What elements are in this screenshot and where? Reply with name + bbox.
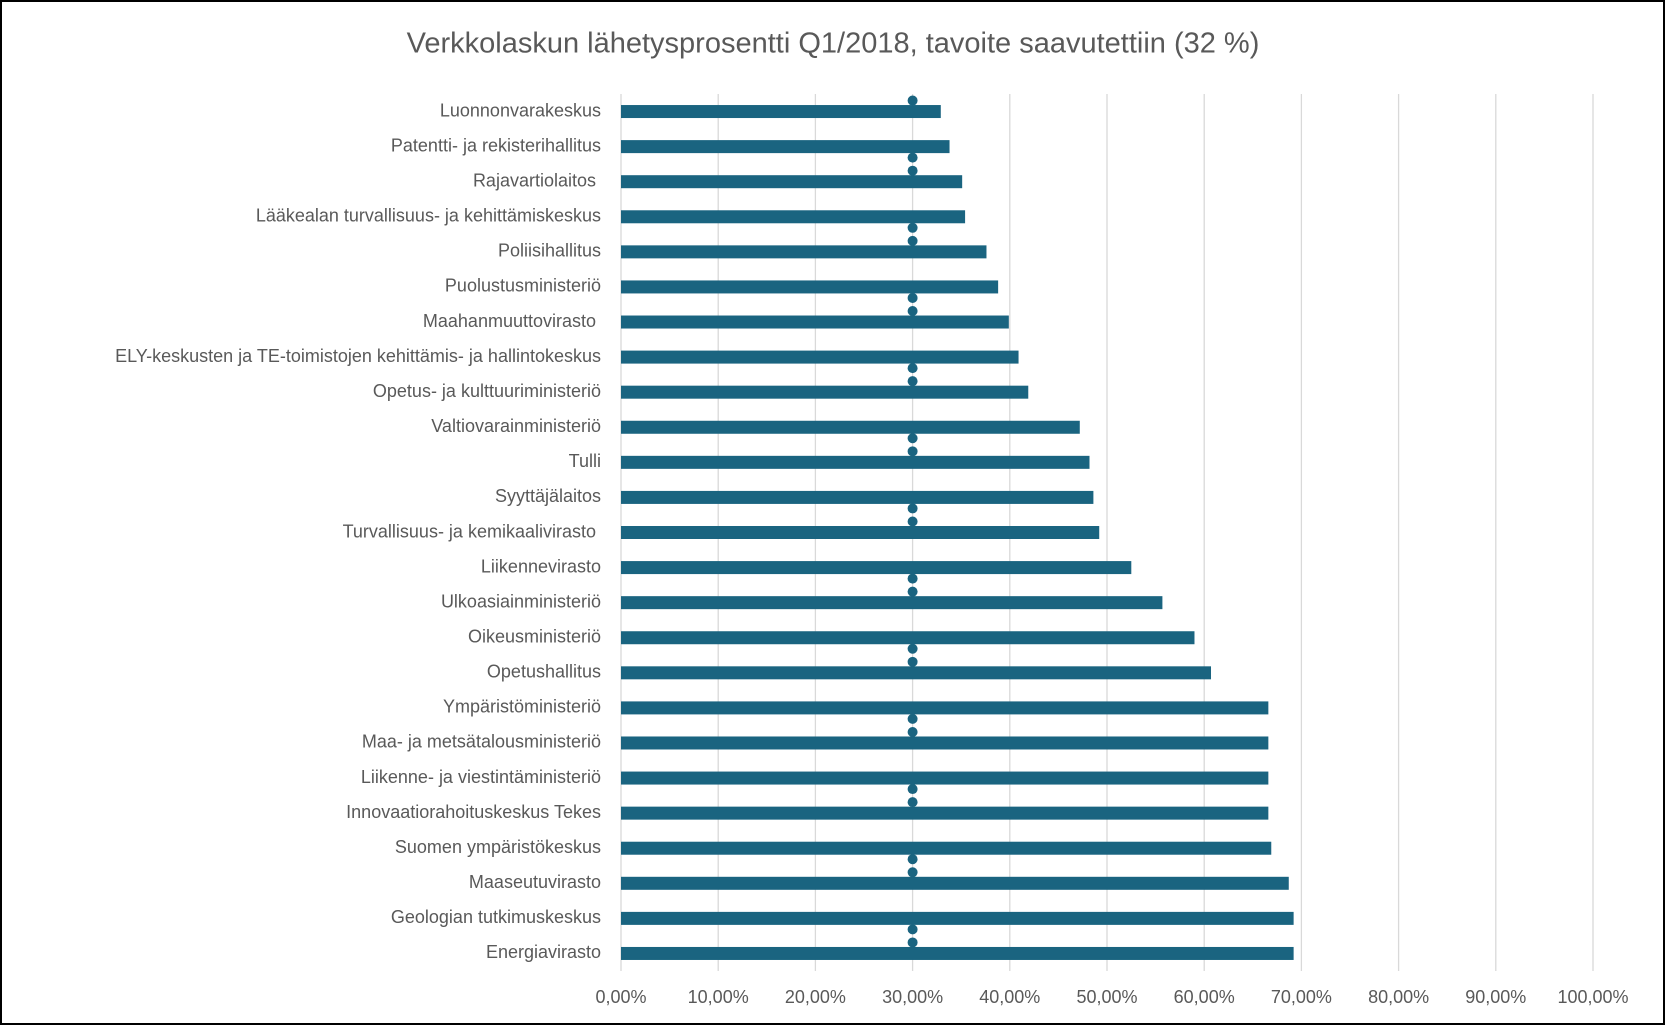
bar — [621, 455, 1090, 469]
target-dot — [907, 924, 918, 935]
y-tick-label: Liikenne- ja viestintäministeriö — [361, 767, 601, 787]
target-dot — [907, 235, 918, 246]
bar — [621, 175, 963, 189]
y-tick-label: Maaseutuvirasto — [469, 872, 601, 892]
bar — [621, 245, 987, 259]
target-dot — [907, 446, 918, 457]
target-dot — [907, 165, 918, 176]
bar — [621, 806, 1269, 820]
y-tick-label: Ympäristöministeriö — [443, 697, 601, 717]
y-tick-label: Ulkoasiainministeriö — [441, 591, 601, 611]
target-dot — [907, 784, 918, 795]
y-tick-label: Rajavartiolaitos — [473, 170, 601, 190]
bar — [621, 385, 1029, 399]
target-dot — [907, 656, 918, 667]
x-tick-label: 10,00% — [688, 987, 749, 1007]
x-tick-label: 50,00% — [1076, 987, 1137, 1007]
y-tick-label: Oikeusministeriö — [468, 626, 601, 646]
bar — [621, 561, 1132, 575]
target-dot — [907, 503, 918, 514]
y-tick-label: Turvallisuus- ja kemikaalivirasto — [343, 521, 601, 541]
target-dot — [907, 516, 918, 527]
y-tick-label: Syyttäjälaitos — [495, 486, 601, 506]
y-tick-label: Liikennevirasto — [481, 556, 601, 576]
target-dot — [907, 363, 918, 374]
bar — [621, 526, 1100, 539]
target-dot — [907, 376, 918, 387]
y-tick-label: Tulli — [569, 451, 601, 471]
target-dot — [907, 643, 918, 654]
bar — [621, 771, 1269, 785]
x-tick-label: 60,00% — [1174, 987, 1235, 1007]
target-dot — [907, 95, 918, 106]
x-tick-label: 90,00% — [1465, 987, 1526, 1007]
y-tick-label: Opetushallitus — [487, 662, 601, 682]
y-tick-label: Poliisihallitus — [498, 241, 601, 261]
x-tick-label: 0,00% — [595, 987, 646, 1007]
bar — [621, 946, 1294, 960]
target-dot — [907, 586, 918, 597]
y-tick-label: Suomen ympäristökeskus — [395, 837, 601, 857]
chart-title: Verkkolaskun lähetysprosentti Q1/2018, t… — [407, 28, 1260, 60]
y-tick-label: Innovaatiorahoituskeskus Tekes — [346, 802, 601, 822]
x-tick-label: 80,00% — [1368, 987, 1429, 1007]
target-dot — [907, 573, 918, 584]
bar — [621, 666, 1212, 680]
y-tick-label: Lääkealan turvallisuus- ja kehittämiskes… — [256, 206, 601, 226]
target-dot — [907, 306, 918, 317]
bar — [621, 490, 1094, 504]
y-tick-label: Luonnonvarakeskus — [440, 100, 601, 120]
target-dot — [907, 867, 918, 878]
y-tick-label: Opetus- ja kulttuuriministeriö — [373, 381, 601, 401]
target-dot — [907, 937, 918, 948]
y-tick-label: ELY-keskusten ja TE-toimistojen kehittäm… — [115, 346, 601, 366]
y-tick-label: Puolustusministeriö — [445, 276, 601, 296]
x-tick-label: 70,00% — [1271, 987, 1332, 1007]
bar — [621, 420, 1080, 434]
x-tick-label: 20,00% — [785, 987, 846, 1007]
target-dot — [907, 854, 918, 865]
x-tick-label: 40,00% — [979, 987, 1040, 1007]
y-tick-label: Maahanmuuttovirasto — [423, 311, 601, 331]
target-dot — [907, 713, 918, 724]
bar — [621, 596, 1163, 610]
bar — [621, 280, 999, 294]
bar — [621, 140, 950, 154]
bar — [621, 105, 941, 119]
bar — [621, 350, 1019, 364]
target-dot — [907, 292, 918, 303]
y-tick-label: Valtiovarainministeriö — [431, 416, 601, 436]
bar — [621, 911, 1294, 925]
target-dot — [907, 433, 918, 444]
target-dot — [907, 222, 918, 233]
target-dot — [907, 726, 918, 737]
bar — [621, 876, 1289, 890]
target-dot — [907, 797, 918, 808]
bar — [621, 210, 966, 224]
y-tick-label: Patentti- ja rekisterihallitus — [391, 135, 601, 155]
target-dot — [907, 152, 918, 163]
x-tick-label: 100,00% — [1557, 987, 1628, 1007]
bar — [621, 315, 1009, 329]
y-tick-label: Energiavirasto — [486, 942, 601, 962]
y-tick-label: Geologian tutkimuskeskus — [391, 907, 601, 927]
bar — [621, 631, 1195, 645]
bar — [621, 841, 1272, 855]
y-tick-label: Maa- ja metsätalousministeriö — [362, 732, 601, 752]
x-tick-label: 30,00% — [882, 987, 943, 1007]
bar — [621, 736, 1269, 750]
bar — [621, 701, 1269, 715]
